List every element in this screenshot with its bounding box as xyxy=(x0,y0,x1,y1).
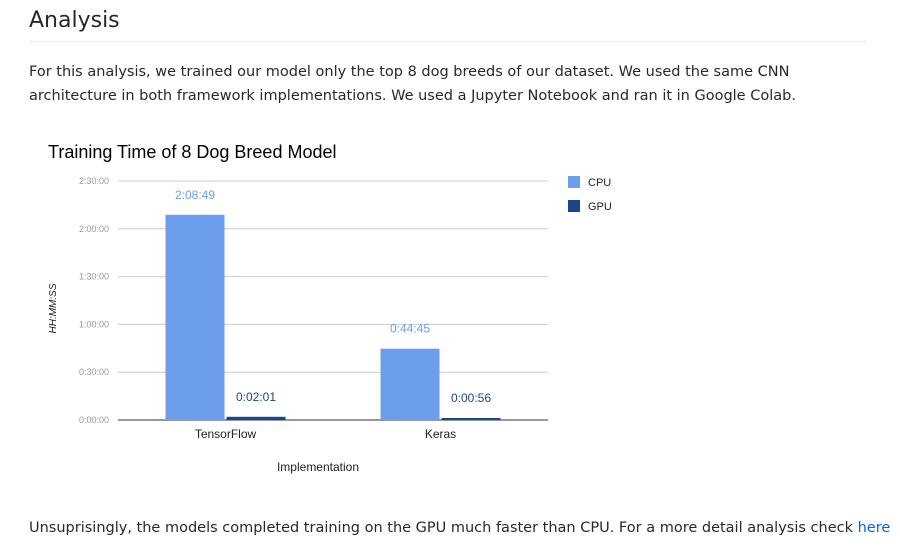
y-axis-ticks: 0:00:00 0:30:00 1:00:00 1:30:00 2:00:00 2:30:… xyxy=(79,176,109,425)
conclusion-text: Unsuprisingly, the models completed trai… xyxy=(29,520,858,536)
intro-paragraph: For this analysis, we trained our model … xyxy=(29,64,796,104)
bar-gpu-keras xyxy=(441,418,501,420)
data-label-gpu-tensorflow: 0:02:01 xyxy=(236,390,276,404)
bars xyxy=(165,214,501,420)
data-label-cpu-keras: 0:44:45 xyxy=(390,322,430,336)
detail-analysis-link[interactable]: here xyxy=(857,520,891,536)
x-tick-label: Keras xyxy=(425,427,456,441)
x-axis-ticks: TensorFlow Keras xyxy=(195,427,456,441)
y-tick-label: 2:30:00 xyxy=(79,176,109,186)
training-time-chart: Training Time of 8 Dog Breed Model 0:00:… xyxy=(48,142,612,474)
y-tick-label: 0:00:00 xyxy=(79,415,109,425)
x-tick-label: TensorFlow xyxy=(195,427,257,441)
bar-cpu-tensorflow xyxy=(165,214,225,420)
y-axis-label: HH:MM:SS xyxy=(48,283,59,333)
legend-swatch-cpu xyxy=(568,176,580,188)
legend-label-cpu: CPU xyxy=(588,177,611,189)
section-heading: Analysis xyxy=(29,8,120,33)
bar-gpu-tensorflow xyxy=(226,416,286,420)
bar-cpu-keras xyxy=(380,348,440,420)
data-label-cpu-tensorflow: 2:08:49 xyxy=(175,188,215,202)
conclusion-paragraph: Unsuprisingly, the models completed trai… xyxy=(29,516,891,540)
legend-label-gpu: GPU xyxy=(588,201,612,213)
legend-swatch-gpu xyxy=(568,200,580,212)
y-tick-label: 2:00:00 xyxy=(79,224,109,234)
y-tick-label: 0:30:00 xyxy=(79,367,109,377)
y-tick-label: 1:00:00 xyxy=(79,319,109,329)
legend: CPU GPU xyxy=(568,176,612,213)
chart-title: Training Time of 8 Dog Breed Model xyxy=(48,142,336,162)
heading-divider xyxy=(29,41,867,42)
x-axis-label: Implementation xyxy=(277,460,359,474)
y-tick-label: 1:30:00 xyxy=(79,272,109,282)
data-labels: 2:08:49 0:02:01 0:44:45 0:00:56 xyxy=(175,188,491,405)
data-label-gpu-keras: 0:00:56 xyxy=(451,391,491,405)
